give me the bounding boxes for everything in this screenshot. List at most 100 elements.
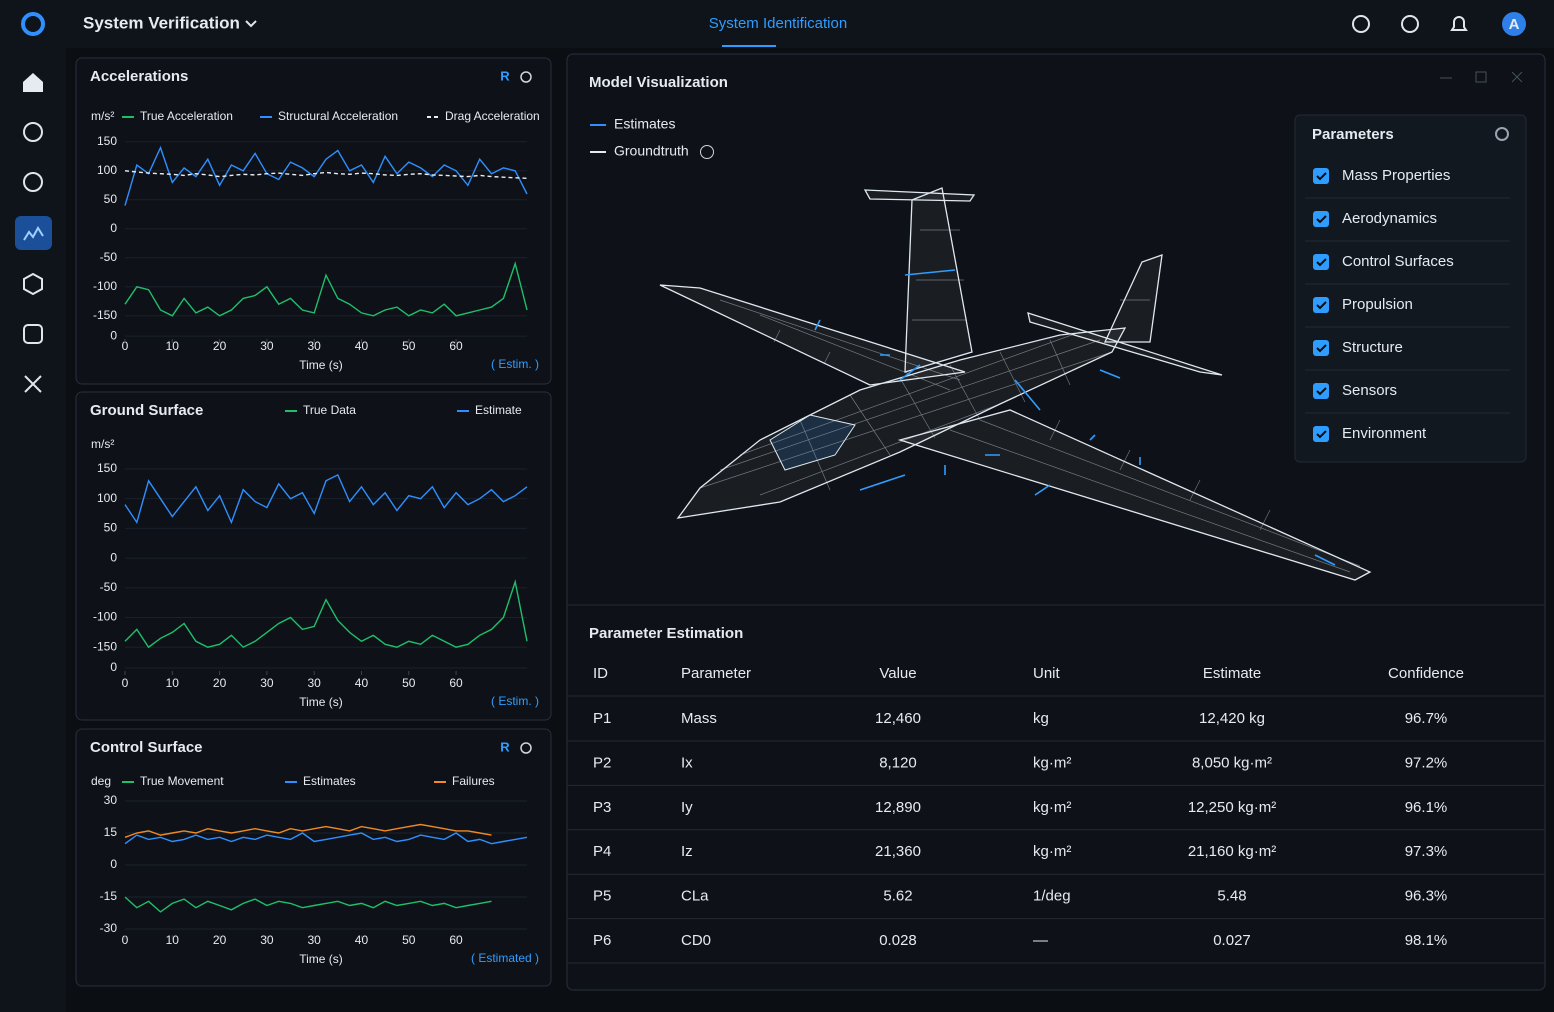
checkmark	[1316, 344, 1327, 353]
badge[interactable]: R	[500, 68, 510, 83]
checkbox[interactable]	[1313, 383, 1329, 399]
chart-icon	[23, 226, 44, 241]
radar-icon[interactable]	[23, 172, 43, 192]
stabilizer	[1027, 312, 1223, 376]
table-cell: 12,890	[875, 799, 921, 816]
parameter-label: Propulsion	[1342, 296, 1413, 313]
panel	[75, 391, 552, 721]
legend-label: True Movement	[140, 774, 224, 788]
table-title: Parameter Estimation	[589, 625, 743, 642]
y-axis-label: m/s²	[91, 109, 114, 123]
table-cell: P5	[593, 888, 611, 905]
active-nav[interactable]	[15, 216, 52, 250]
parameter-label: Structure	[1342, 339, 1403, 356]
avatar-letter: A	[1509, 16, 1520, 33]
y-tick-label: 0	[110, 550, 117, 564]
column-header: ID	[593, 665, 608, 682]
table-cell: Iy	[681, 799, 693, 816]
chart-title: Ground Surface	[90, 402, 203, 419]
annotation: ( Estim. )	[491, 357, 539, 371]
legend-label: Drag Acceleration	[445, 109, 540, 123]
column-header: Confidence	[1388, 665, 1464, 682]
table-cell: 98.1%	[1405, 932, 1448, 949]
panel	[75, 57, 552, 385]
column-header: Unit	[1033, 665, 1061, 682]
table-cell: 21,360	[875, 843, 921, 860]
chart-title: Accelerations	[90, 68, 188, 85]
chart-panel: Accelerations Rm/s² Time (s) ( Estim. ) 150 1…	[75, 57, 552, 385]
x-axis-label: Time (s)	[299, 695, 343, 709]
series-line	[124, 473, 528, 525]
checkbox[interactable]	[1313, 254, 1329, 270]
x-tick-label: 0	[122, 339, 129, 353]
help-icon[interactable]	[1401, 15, 1419, 33]
x-tick-label: 0	[122, 676, 129, 690]
table-cell: Mass	[681, 710, 717, 727]
module-icon[interactable]	[23, 324, 43, 344]
parameter-label: Aerodynamics	[1342, 210, 1437, 227]
y-tick-label: 30	[104, 793, 118, 807]
y-tick-label: 0	[110, 221, 117, 235]
series-line	[124, 823, 492, 838]
tab[interactable]: System Identification	[709, 15, 847, 32]
y-tick-label: -15	[100, 889, 118, 903]
dropdown-caret[interactable]	[245, 20, 257, 28]
badge[interactable]: R	[500, 739, 510, 754]
checkmark	[1316, 430, 1327, 439]
table-cell: 96.1%	[1405, 799, 1448, 816]
x-tick-label: 20	[213, 933, 227, 947]
checkbox[interactable]	[1313, 297, 1329, 313]
canopy	[769, 414, 856, 471]
x-tick-label: 30	[260, 933, 274, 947]
x-tick-label: 50	[402, 339, 416, 353]
y-axis-label: m/s²	[91, 437, 114, 451]
y-tick-label: -150	[93, 639, 117, 653]
x-tick-label: 30	[307, 676, 321, 690]
refresh-icon[interactable]	[520, 71, 532, 83]
legend-label: Estimate	[475, 403, 522, 417]
app-title[interactable]: System Verification	[83, 13, 240, 32]
fuselage	[676, 327, 1127, 519]
table-cell: kg·m²	[1033, 754, 1071, 771]
window-controls[interactable]	[1440, 71, 1523, 83]
y-tick-label: 50	[104, 192, 118, 206]
x-tick-label: 40	[355, 339, 369, 353]
table-cell: 0.028	[879, 932, 917, 949]
tools-icon[interactable]	[24, 375, 42, 393]
x-tick-label: 30	[307, 933, 321, 947]
x-tick-label: 30	[260, 676, 274, 690]
y-tick-label: -150	[93, 308, 117, 322]
checkmark	[1316, 215, 1327, 224]
y-axis-label: deg	[91, 774, 111, 788]
annotation: ( Estim. )	[491, 694, 539, 708]
column-header: Value	[879, 665, 916, 682]
table-cell: P1	[593, 710, 611, 727]
checkbox[interactable]	[1313, 168, 1329, 184]
legend-label: Failures	[452, 774, 495, 788]
bell-icon[interactable]	[1450, 16, 1468, 31]
tab-underline	[722, 45, 776, 47]
refresh-icon[interactable]	[520, 742, 532, 754]
parameter-label: Sensors	[1342, 382, 1397, 399]
right-wing	[897, 409, 1372, 581]
history-icon[interactable]	[1352, 15, 1370, 33]
legend-label: Estimates	[614, 116, 675, 132]
checkbox[interactable]	[1313, 340, 1329, 356]
cube-icon[interactable]	[23, 272, 43, 296]
table-cell: 97.3%	[1405, 843, 1448, 860]
table-cell: P6	[593, 932, 611, 949]
target-icon[interactable]	[23, 122, 43, 142]
series-line	[124, 261, 528, 317]
home-icon[interactable]	[23, 73, 43, 92]
checkbox[interactable]	[1313, 426, 1329, 442]
avatar[interactable]	[1502, 12, 1526, 36]
x-tick-label: 50	[402, 676, 416, 690]
y-tick-label: -100	[93, 279, 117, 293]
settings-icon[interactable]	[1495, 127, 1509, 141]
parameters-title: Parameters	[1312, 126, 1394, 143]
info-icon[interactable]	[700, 145, 714, 159]
x-tick-label: 40	[355, 676, 369, 690]
panel	[75, 728, 552, 987]
checkbox[interactable]	[1313, 211, 1329, 227]
